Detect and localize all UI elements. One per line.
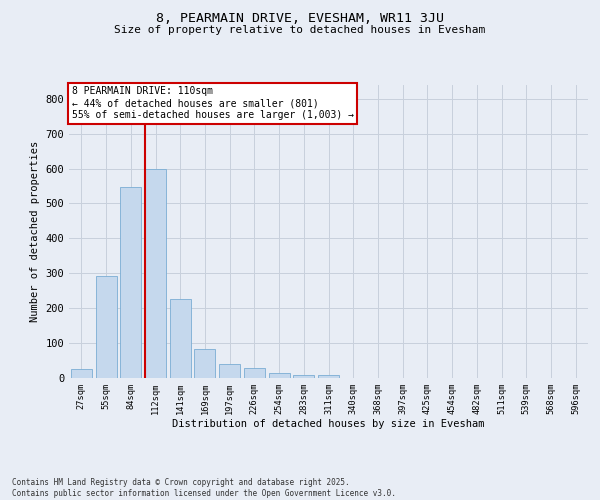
Bar <box>269 374 290 378</box>
Bar <box>244 368 265 378</box>
Text: Contains HM Land Registry data © Crown copyright and database right 2025.
Contai: Contains HM Land Registry data © Crown c… <box>12 478 396 498</box>
Bar <box>219 364 240 378</box>
Text: 8 PEARMAIN DRIVE: 110sqm
← 44% of detached houses are smaller (801)
55% of semi-: 8 PEARMAIN DRIVE: 110sqm ← 44% of detach… <box>71 86 353 120</box>
Bar <box>120 187 141 378</box>
Bar <box>318 375 339 378</box>
Bar <box>71 369 92 378</box>
Y-axis label: Number of detached properties: Number of detached properties <box>30 140 40 322</box>
Text: Size of property relative to detached houses in Evesham: Size of property relative to detached ho… <box>115 25 485 35</box>
Bar <box>293 374 314 378</box>
Text: 8, PEARMAIN DRIVE, EVESHAM, WR11 3JU: 8, PEARMAIN DRIVE, EVESHAM, WR11 3JU <box>156 12 444 26</box>
Bar <box>145 168 166 378</box>
Bar <box>170 299 191 378</box>
X-axis label: Distribution of detached houses by size in Evesham: Distribution of detached houses by size … <box>172 420 485 430</box>
Bar <box>95 276 116 378</box>
Bar <box>194 348 215 378</box>
